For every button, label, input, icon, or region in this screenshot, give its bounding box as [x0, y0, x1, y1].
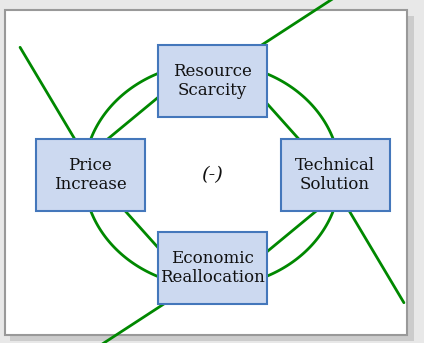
Text: Economic
Reallocation: Economic Reallocation	[159, 250, 265, 286]
Text: Technical
Solution: Technical Solution	[295, 157, 375, 193]
FancyBboxPatch shape	[281, 139, 390, 211]
FancyBboxPatch shape	[157, 45, 267, 117]
Text: (-): (-)	[201, 166, 223, 184]
Text: Resource
Scarcity: Resource Scarcity	[173, 63, 251, 99]
FancyBboxPatch shape	[36, 139, 145, 211]
FancyBboxPatch shape	[5, 10, 407, 335]
Text: Price
Increase: Price Increase	[53, 157, 126, 193]
FancyBboxPatch shape	[10, 16, 414, 341]
FancyBboxPatch shape	[157, 232, 267, 304]
